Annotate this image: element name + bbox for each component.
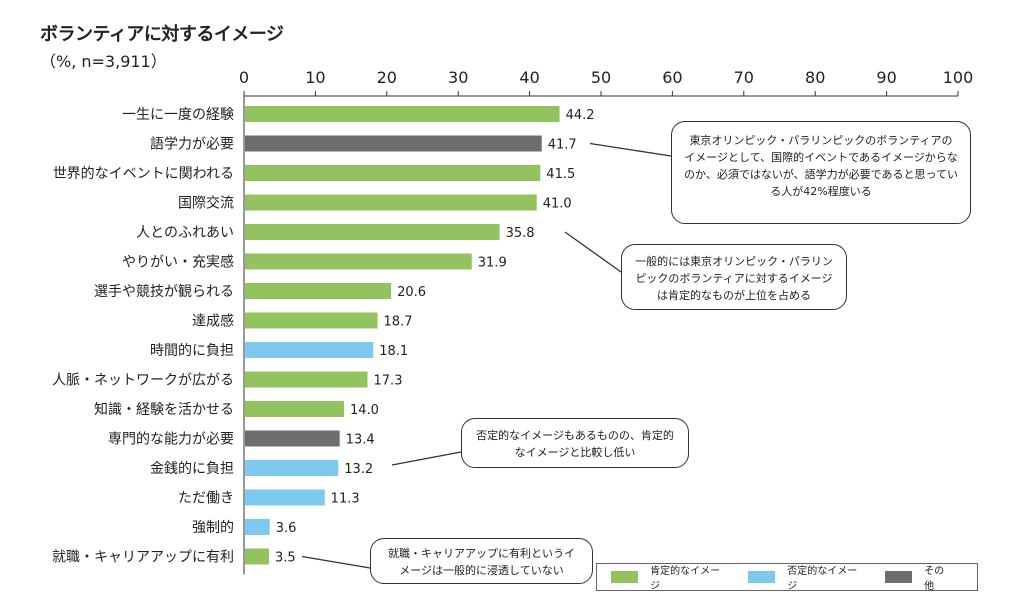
value-label-14: 3.6 [276, 521, 297, 536]
value-label-0: 44.2 [566, 108, 595, 123]
bar-4 [245, 224, 500, 240]
value-label-2: 41.5 [546, 167, 575, 182]
legend-item-negative: 否定的なイメージ [748, 562, 859, 592]
value-label-5: 31.9 [478, 256, 507, 271]
value-label-3: 41.0 [543, 197, 572, 212]
category-label-4: 人とのふれあい [136, 225, 234, 241]
category-label-2: 世界的なイベントに関われる [53, 166, 234, 182]
value-label-6: 20.6 [397, 285, 426, 300]
callout-negative: 否定的なイメージもあるものの、肯定的なイメージと比較し低い [461, 418, 689, 468]
chart-title: ボランティアに対するイメージ [40, 24, 284, 45]
callout-pointer-positive-top [564, 231, 622, 273]
category-label-12: 金銭的に負担 [150, 461, 234, 477]
legend-label-other: その他 [924, 566, 945, 592]
x-tick-label-6: 60 [662, 68, 682, 87]
value-label-7: 18.7 [384, 315, 413, 330]
category-label-5: やりがい・充実感 [122, 254, 234, 271]
category-label-10: 知識・経験を活かせる [94, 401, 234, 418]
legend-swatch-negative [748, 571, 776, 583]
bar-10 [245, 401, 344, 417]
bar-6 [245, 283, 392, 299]
value-label-1: 41.7 [548, 138, 577, 153]
bar-8 [245, 342, 374, 358]
value-label-11: 13.4 [346, 433, 375, 448]
x-tick-label-7: 70 [734, 68, 754, 87]
legend-swatch-positive [611, 571, 639, 583]
bar-11 [245, 430, 340, 447]
x-tick-label-8: 80 [805, 68, 825, 87]
value-label-10: 14.0 [350, 403, 379, 418]
legend-label-negative: 否定的なイメージ [787, 566, 858, 592]
bar-0 [245, 106, 560, 122]
callout-pointer-career [301, 555, 371, 569]
callout-pointer-negative [391, 451, 462, 466]
category-label-3: 国際交流 [178, 195, 234, 212]
bar-12 [245, 460, 339, 476]
category-label-0: 一生に一度の経験 [122, 107, 234, 123]
callout-positive-top: 一般的には東京オリンピック・パラリンピックのボランティアに対するイメージは肯定的… [621, 244, 847, 310]
bar-1 [245, 135, 542, 152]
category-label-7: 達成感 [192, 313, 234, 330]
x-tick-label-5: 50 [591, 68, 611, 87]
category-label-1: 語学力が必要 [150, 137, 234, 153]
bar-14 [245, 519, 270, 535]
value-label-4: 35.8 [506, 226, 535, 241]
category-label-6: 選手や競技が観られる [94, 283, 234, 300]
x-tick-label-3: 30 [448, 68, 468, 87]
legend-label-positive: 肯定的なイメージ [650, 566, 721, 592]
legend-item-other: その他 [885, 562, 951, 592]
category-label-11: 専門的な能力が必要 [108, 432, 234, 448]
callout-pointer-language [589, 142, 672, 157]
x-tick-label-2: 20 [377, 68, 397, 87]
bar-7 [245, 312, 378, 329]
bar-5 [245, 253, 472, 270]
chart-subtitle: （%, n=3,911） [40, 52, 167, 71]
bar-3 [245, 194, 537, 211]
category-label-9: 人脈・ネットワークが広がる [52, 373, 234, 389]
category-label-15: 就職・キャリアアップに有利 [52, 550, 234, 566]
value-label-13: 11.3 [331, 492, 360, 507]
value-label-15: 3.5 [275, 551, 296, 566]
value-label-8: 18.1 [379, 344, 408, 359]
legend-swatch-other [885, 571, 913, 583]
x-tick-label-9: 90 [876, 68, 896, 87]
x-tick-label-0: 0 [239, 68, 249, 87]
category-label-13: ただ働き [178, 491, 234, 507]
value-label-9: 17.3 [374, 374, 403, 389]
category-label-8: 時間的に負担 [150, 343, 234, 359]
legend-item-positive: 肯定的なイメージ [611, 562, 722, 592]
x-tick-label-1: 10 [305, 68, 325, 87]
category-label-14: 強制的 [192, 520, 234, 536]
bar-15 [245, 548, 269, 565]
value-label-12: 13.2 [344, 462, 373, 477]
x-tick-label-4: 40 [519, 68, 539, 87]
bar-13 [245, 489, 325, 506]
bar-9 [245, 371, 368, 388]
callout-language: 東京オリンピック・パラリンピックのボランティアのイメージとして、国際的イベントで… [671, 121, 971, 224]
callout-career: 就職・キャリアアップに有利というイメージは一般的に浸透していない [370, 538, 593, 584]
bar-2 [245, 165, 541, 181]
x-tick-label-10: 100 [943, 68, 974, 87]
legend: 肯定的なイメージ 否定的なイメージ その他 [596, 562, 978, 592]
